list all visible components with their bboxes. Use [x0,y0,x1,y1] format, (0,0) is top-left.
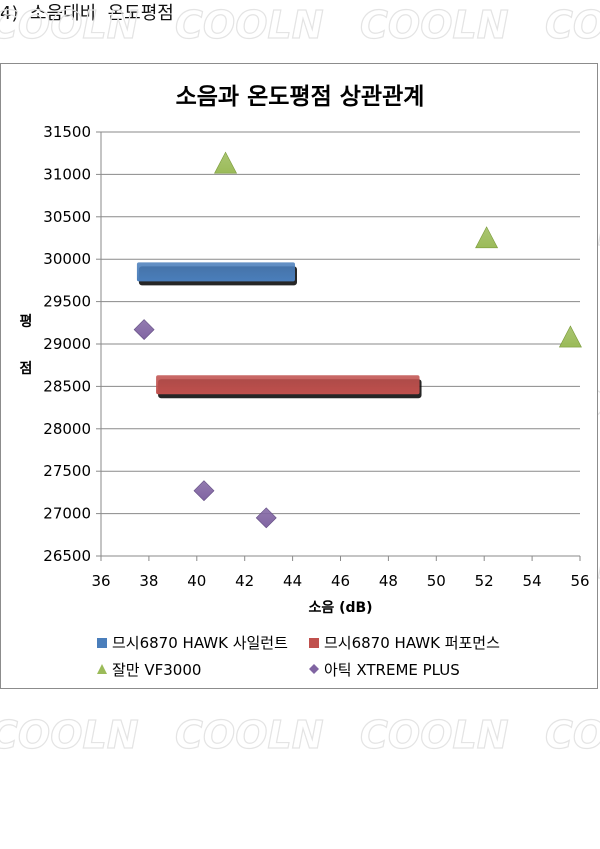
plot-marks [133,151,582,529]
y-tick-label: 26500 [43,547,91,565]
data-point-triangle [558,325,582,348]
x-tick-label: 56 [570,572,589,590]
y-tick-label: 29500 [43,293,91,311]
y-tick-label: 30500 [43,208,91,226]
x-tick-label: 54 [523,572,542,590]
series-bar [156,375,420,395]
data-point-diamond [255,507,277,529]
scatter-chart: 소음과 온도평점 상관관계 26500 27000 27500 28000 28500 29… [20,84,590,679]
watermark-text: COOLN [360,3,509,47]
y-tick-label: 29000 [43,335,91,353]
y-tick-label: 27000 [43,505,91,523]
y-tick-label: 27500 [43,462,91,480]
legend-swatch-square [97,638,107,648]
data-point-diamond [133,319,155,341]
watermark-text: COOLN [175,713,324,757]
axis-labels: 소음과 온도평점 상관관계 26500 27000 27500 28000 28500 29… [20,84,590,616]
data-point-triangle [214,151,238,174]
legend-swatch-triangle [97,664,107,674]
legend-label: 아틱 XTREME PLUS [324,661,460,679]
watermark-text: COOLN [0,713,139,757]
section-heading: 4) 소음대비 온도평점 [0,3,174,24]
gridlines [96,131,581,561]
x-tick-label: 44 [283,572,302,590]
x-tick-label: 46 [331,572,350,590]
x-tick-label: 42 [235,572,254,590]
watermark-text: COOLN [360,713,509,757]
x-tick-label: 52 [475,572,494,590]
watermark-text: COOLN [175,3,324,47]
x-tick-label: 50 [427,572,446,590]
series-bar [136,262,295,282]
x-axis-label: 소음 (dB) [308,600,372,616]
x-tick-label: 36 [91,572,110,590]
data-point-triangle [475,226,499,249]
x-tick-label: 40 [187,572,206,590]
y-tick-label: 31500 [43,123,91,141]
chart-area: 소음과 온도평점 상관관계 26500 27000 27500 28000 28500 29… [0,63,598,689]
y-tick-label: 28000 [43,420,91,438]
x-tick-label: 38 [139,572,158,590]
legend-label: 므시6870 HAWK 퍼포먼스 [324,634,500,652]
x-tick-label: 48 [379,572,398,590]
legend-label: 므시6870 HAWK 사일런트 [112,634,288,652]
legend-swatch-square [309,638,319,648]
y-tick-label: 30000 [43,250,91,268]
legend-label: 잘만 VF3000 [112,661,201,679]
y-tick-label: 31000 [43,165,91,183]
data-point-diamond [193,480,215,502]
chart-title: 소음과 온도평점 상관관계 [176,84,425,110]
watermark-text: COOLN [545,713,600,757]
legend-swatch-diamond [309,664,319,674]
y-tick-label: 28500 [43,377,91,395]
watermark-text: COOLN [545,3,600,47]
